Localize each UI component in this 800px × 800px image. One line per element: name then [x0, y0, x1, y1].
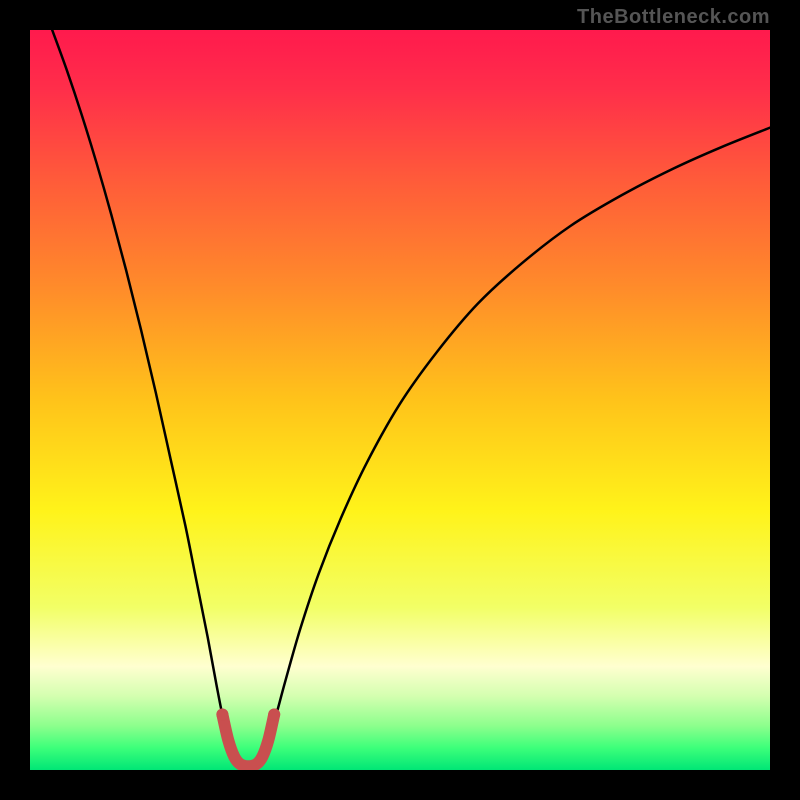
figure-root: TheBottleneck.com [0, 0, 800, 800]
valley-marker-dot-right [268, 709, 280, 721]
valley-marker-bar [222, 715, 274, 767]
curve-layer [30, 30, 770, 770]
bottleneck-curve [52, 30, 770, 766]
watermark-text: TheBottleneck.com [577, 6, 770, 29]
plot-area [30, 30, 770, 770]
valley-marker-dot-left [216, 709, 228, 721]
